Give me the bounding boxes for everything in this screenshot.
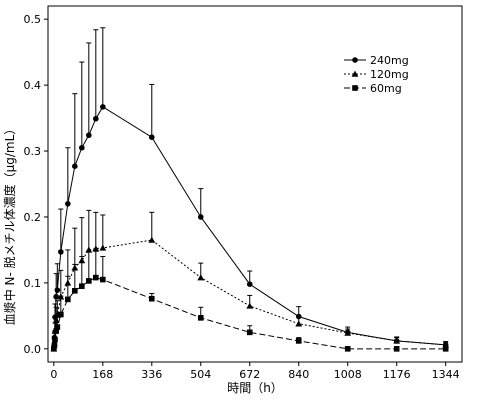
data-point bbox=[65, 200, 71, 207]
data-point bbox=[65, 296, 71, 303]
data-point bbox=[197, 315, 204, 321]
data-point bbox=[100, 104, 106, 110]
x-tick-label: 1344 bbox=[432, 368, 460, 381]
y-tick-label: 0.3 bbox=[24, 145, 42, 158]
data-point bbox=[53, 328, 59, 334]
data-point bbox=[51, 342, 58, 349]
x-tick-label: 1008 bbox=[334, 368, 362, 381]
data-point bbox=[93, 274, 99, 281]
data-point bbox=[295, 320, 303, 327]
legend-label: 240mg bbox=[370, 54, 409, 67]
data-point bbox=[53, 293, 59, 300]
data-point bbox=[148, 236, 156, 243]
y-tick-label: 0.0 bbox=[24, 343, 42, 356]
y-tick-label: 0.5 bbox=[24, 13, 42, 26]
data-point bbox=[295, 313, 302, 320]
x-tick-label: 672 bbox=[239, 368, 260, 381]
x-tick-label: 840 bbox=[288, 368, 309, 381]
data-point bbox=[51, 346, 57, 352]
x-tick-label: 336 bbox=[141, 368, 162, 381]
data-point bbox=[54, 324, 61, 330]
y-axis: 0.0 0.1 0.2 0.3 0.4 0.5 bbox=[24, 13, 48, 356]
x-axis-title: 時間（h） bbox=[227, 381, 283, 395]
data-point bbox=[442, 346, 449, 352]
data-point bbox=[86, 132, 92, 139]
plot-border bbox=[47, 5, 463, 363]
legend-item: 240mg bbox=[344, 54, 409, 67]
data-point bbox=[99, 244, 107, 251]
data-point bbox=[58, 311, 64, 318]
data-point bbox=[393, 337, 401, 344]
legend-item: 60mg bbox=[344, 82, 402, 95]
legend-label: 120mg bbox=[370, 68, 409, 81]
legend-item: 120mg bbox=[344, 68, 409, 81]
series-layer bbox=[50, 27, 450, 352]
series-line bbox=[53, 106, 446, 349]
x-tick-label: 0 bbox=[50, 368, 57, 381]
legend-label: 60mg bbox=[370, 82, 402, 95]
data-point bbox=[246, 281, 253, 288]
data-point bbox=[52, 336, 58, 343]
data-point bbox=[100, 276, 106, 283]
data-point bbox=[92, 245, 100, 252]
data-point bbox=[344, 329, 352, 336]
series-line bbox=[53, 277, 446, 350]
data-point bbox=[344, 346, 351, 352]
x-tick-label: 168 bbox=[92, 368, 113, 381]
y-axis-title: 血漿中 N- 脱メチル体濃度（μg/mL） bbox=[2, 123, 17, 326]
data-point bbox=[148, 134, 155, 140]
data-point bbox=[79, 144, 85, 151]
y-tick-label: 0.2 bbox=[24, 211, 42, 224]
x-tick-label: 1176 bbox=[383, 368, 411, 381]
legend-marker bbox=[351, 70, 359, 77]
plot-frame bbox=[47, 5, 463, 363]
x-tick-label: 504 bbox=[190, 368, 211, 381]
series-60mg bbox=[51, 250, 449, 352]
legend-marker bbox=[352, 85, 358, 91]
data-point bbox=[58, 249, 64, 255]
data-point bbox=[93, 115, 99, 122]
legend-marker bbox=[352, 57, 358, 63]
data-point bbox=[79, 283, 85, 289]
data-point bbox=[246, 329, 253, 336]
data-point bbox=[295, 338, 302, 344]
data-point bbox=[197, 274, 205, 281]
data-point bbox=[72, 163, 78, 169]
data-point bbox=[197, 214, 204, 220]
data-point bbox=[52, 317, 60, 324]
y-tick-label: 0.1 bbox=[24, 277, 42, 290]
data-point bbox=[86, 278, 92, 284]
data-point bbox=[148, 295, 155, 302]
data-point bbox=[246, 302, 254, 309]
data-point bbox=[393, 346, 400, 352]
y-tick-label: 0.4 bbox=[24, 79, 42, 92]
x-axis: 0 168 336 504 672 840 1008 1176 1344 bbox=[50, 362, 460, 381]
data-point bbox=[72, 288, 78, 294]
data-point bbox=[54, 287, 61, 293]
